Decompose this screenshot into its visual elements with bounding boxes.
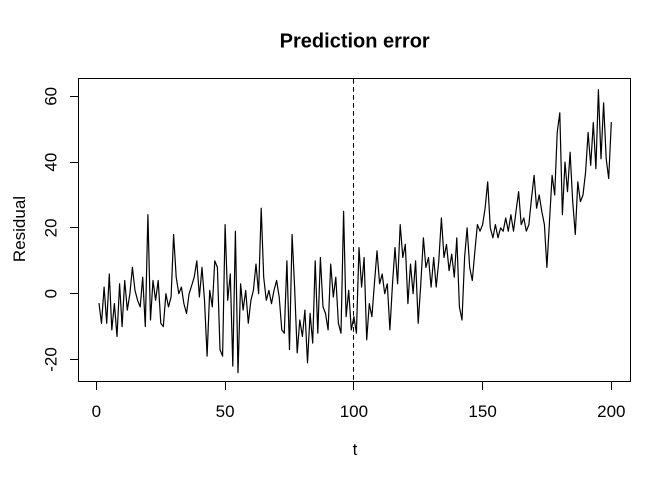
svg-text:150: 150 — [468, 402, 496, 421]
svg-text:20: 20 — [42, 218, 61, 237]
svg-text:40: 40 — [42, 153, 61, 172]
svg-text:200: 200 — [597, 402, 625, 421]
svg-text:0: 0 — [42, 289, 61, 298]
svg-text:60: 60 — [42, 87, 61, 106]
svg-text:Residual: Residual — [10, 196, 29, 262]
svg-text:0: 0 — [92, 402, 101, 421]
svg-text:-20: -20 — [42, 347, 61, 372]
svg-text:t: t — [353, 440, 358, 459]
svg-text:100: 100 — [340, 402, 368, 421]
svg-text:50: 50 — [216, 402, 235, 421]
svg-text:Prediction error: Prediction error — [280, 30, 430, 52]
